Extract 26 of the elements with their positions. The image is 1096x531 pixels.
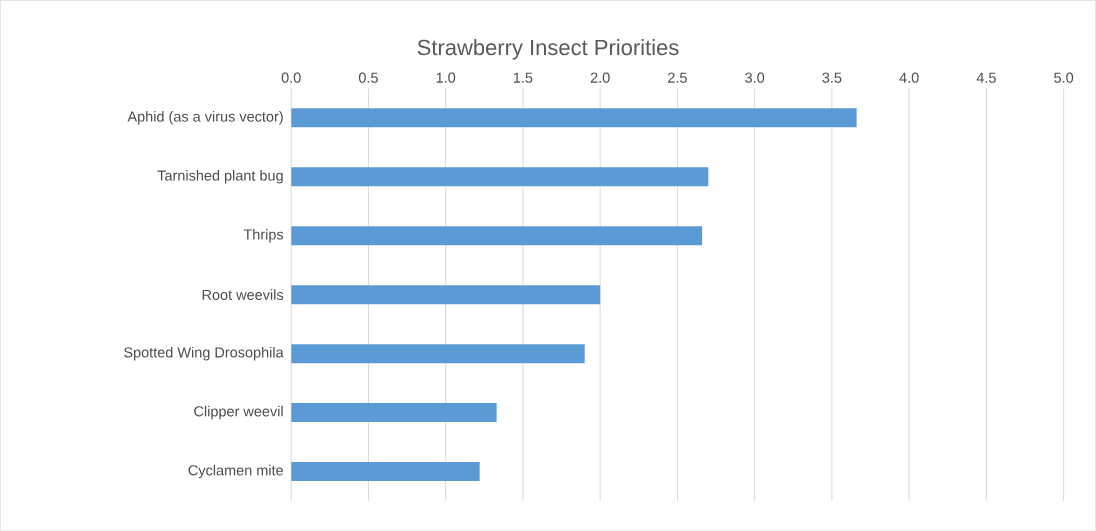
x-tick-label: 1.0 [436,72,456,83]
bar [291,343,585,363]
bar [291,402,497,422]
bar [291,226,703,246]
bar [291,167,709,187]
chart-title: Strawberry Insect Priorities [417,38,679,60]
x-tick-label: 3.5 [822,72,842,83]
x-tick-label: 5.0 [1054,72,1074,83]
bar [291,461,480,481]
x-tick-label: 2.0 [590,72,610,83]
x-tick-label: 3.0 [745,72,765,83]
y-tick-label: Clipper weevil [194,405,283,420]
y-tick-label: Thrips [243,228,284,243]
x-tick-label: 0.0 [281,72,301,83]
bar [291,284,601,304]
x-tick-label: 2.5 [668,72,687,83]
y-tick-label: Root weevils [202,289,284,300]
y-tick-label: Aphid (as a virus vector) [127,110,283,125]
y-tick-label: Spotted Wing Drosophila [124,346,284,361]
x-tick-label: 4.5 [976,72,996,83]
x-tick-label: 0.5 [358,72,378,83]
x-tick-label: 4.0 [899,72,919,83]
y-tick-label: Tarnished plant bug [157,169,283,184]
y-tick-label: Cyclamen mite [188,464,283,479]
x-tick-label: 1.5 [513,72,533,83]
bar [291,108,857,128]
